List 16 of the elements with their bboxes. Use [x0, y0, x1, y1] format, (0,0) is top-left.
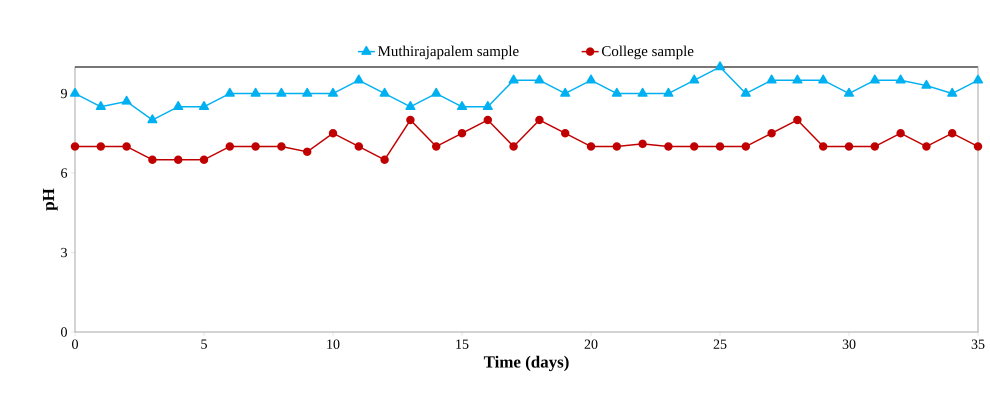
x-tick-label: 0	[72, 340, 78, 349]
x-tick-label: 30	[842, 340, 856, 349]
x-tick-label: 15	[456, 339, 468, 349]
legend-label: College sample	[602, 46, 694, 60]
x-tick-label: 5	[201, 339, 207, 349]
x-tick-label: 20	[584, 340, 598, 349]
x-tick-label: 10	[327, 340, 340, 349]
x-tick-label: 25	[714, 340, 726, 349]
y-axis-title: pH	[42, 188, 58, 211]
y-tick-label: 9	[60, 88, 67, 98]
y-tick-label: 6	[61, 168, 68, 178]
y-tick-label: 3	[61, 248, 67, 258]
x-tick-label: 35	[972, 340, 984, 349]
x-axis-title: Time (days)	[484, 356, 569, 372]
y-tick-label: 0	[61, 327, 67, 337]
legend-label: Muthirajapalem sample	[378, 46, 519, 60]
